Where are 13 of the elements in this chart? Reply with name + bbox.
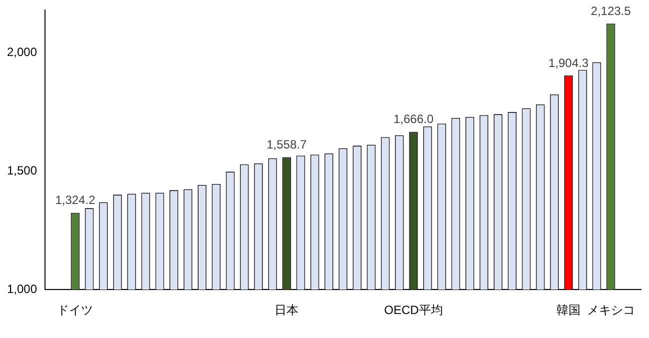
y-tick-label: 1,500 — [7, 164, 38, 178]
data-label: 1,558.7 — [266, 138, 307, 152]
x-tick-label: 日本 — [274, 303, 299, 318]
x-tick-label: ドイツ — [57, 303, 94, 318]
x-tick-label: OECD平均 — [384, 303, 443, 318]
data-label: 1,904.3 — [548, 56, 589, 70]
x-tick-label: メキシコ — [586, 303, 635, 318]
data-label: 1,324.2 — [55, 193, 96, 208]
x-tick-label: 韓国 — [556, 303, 581, 318]
y-tick-label: 1,000 — [7, 282, 38, 296]
data-label: 1,666.0 — [393, 112, 434, 126]
y-tick-label: 2,000 — [7, 45, 38, 60]
data-label: 2,123.5 — [590, 4, 632, 18]
